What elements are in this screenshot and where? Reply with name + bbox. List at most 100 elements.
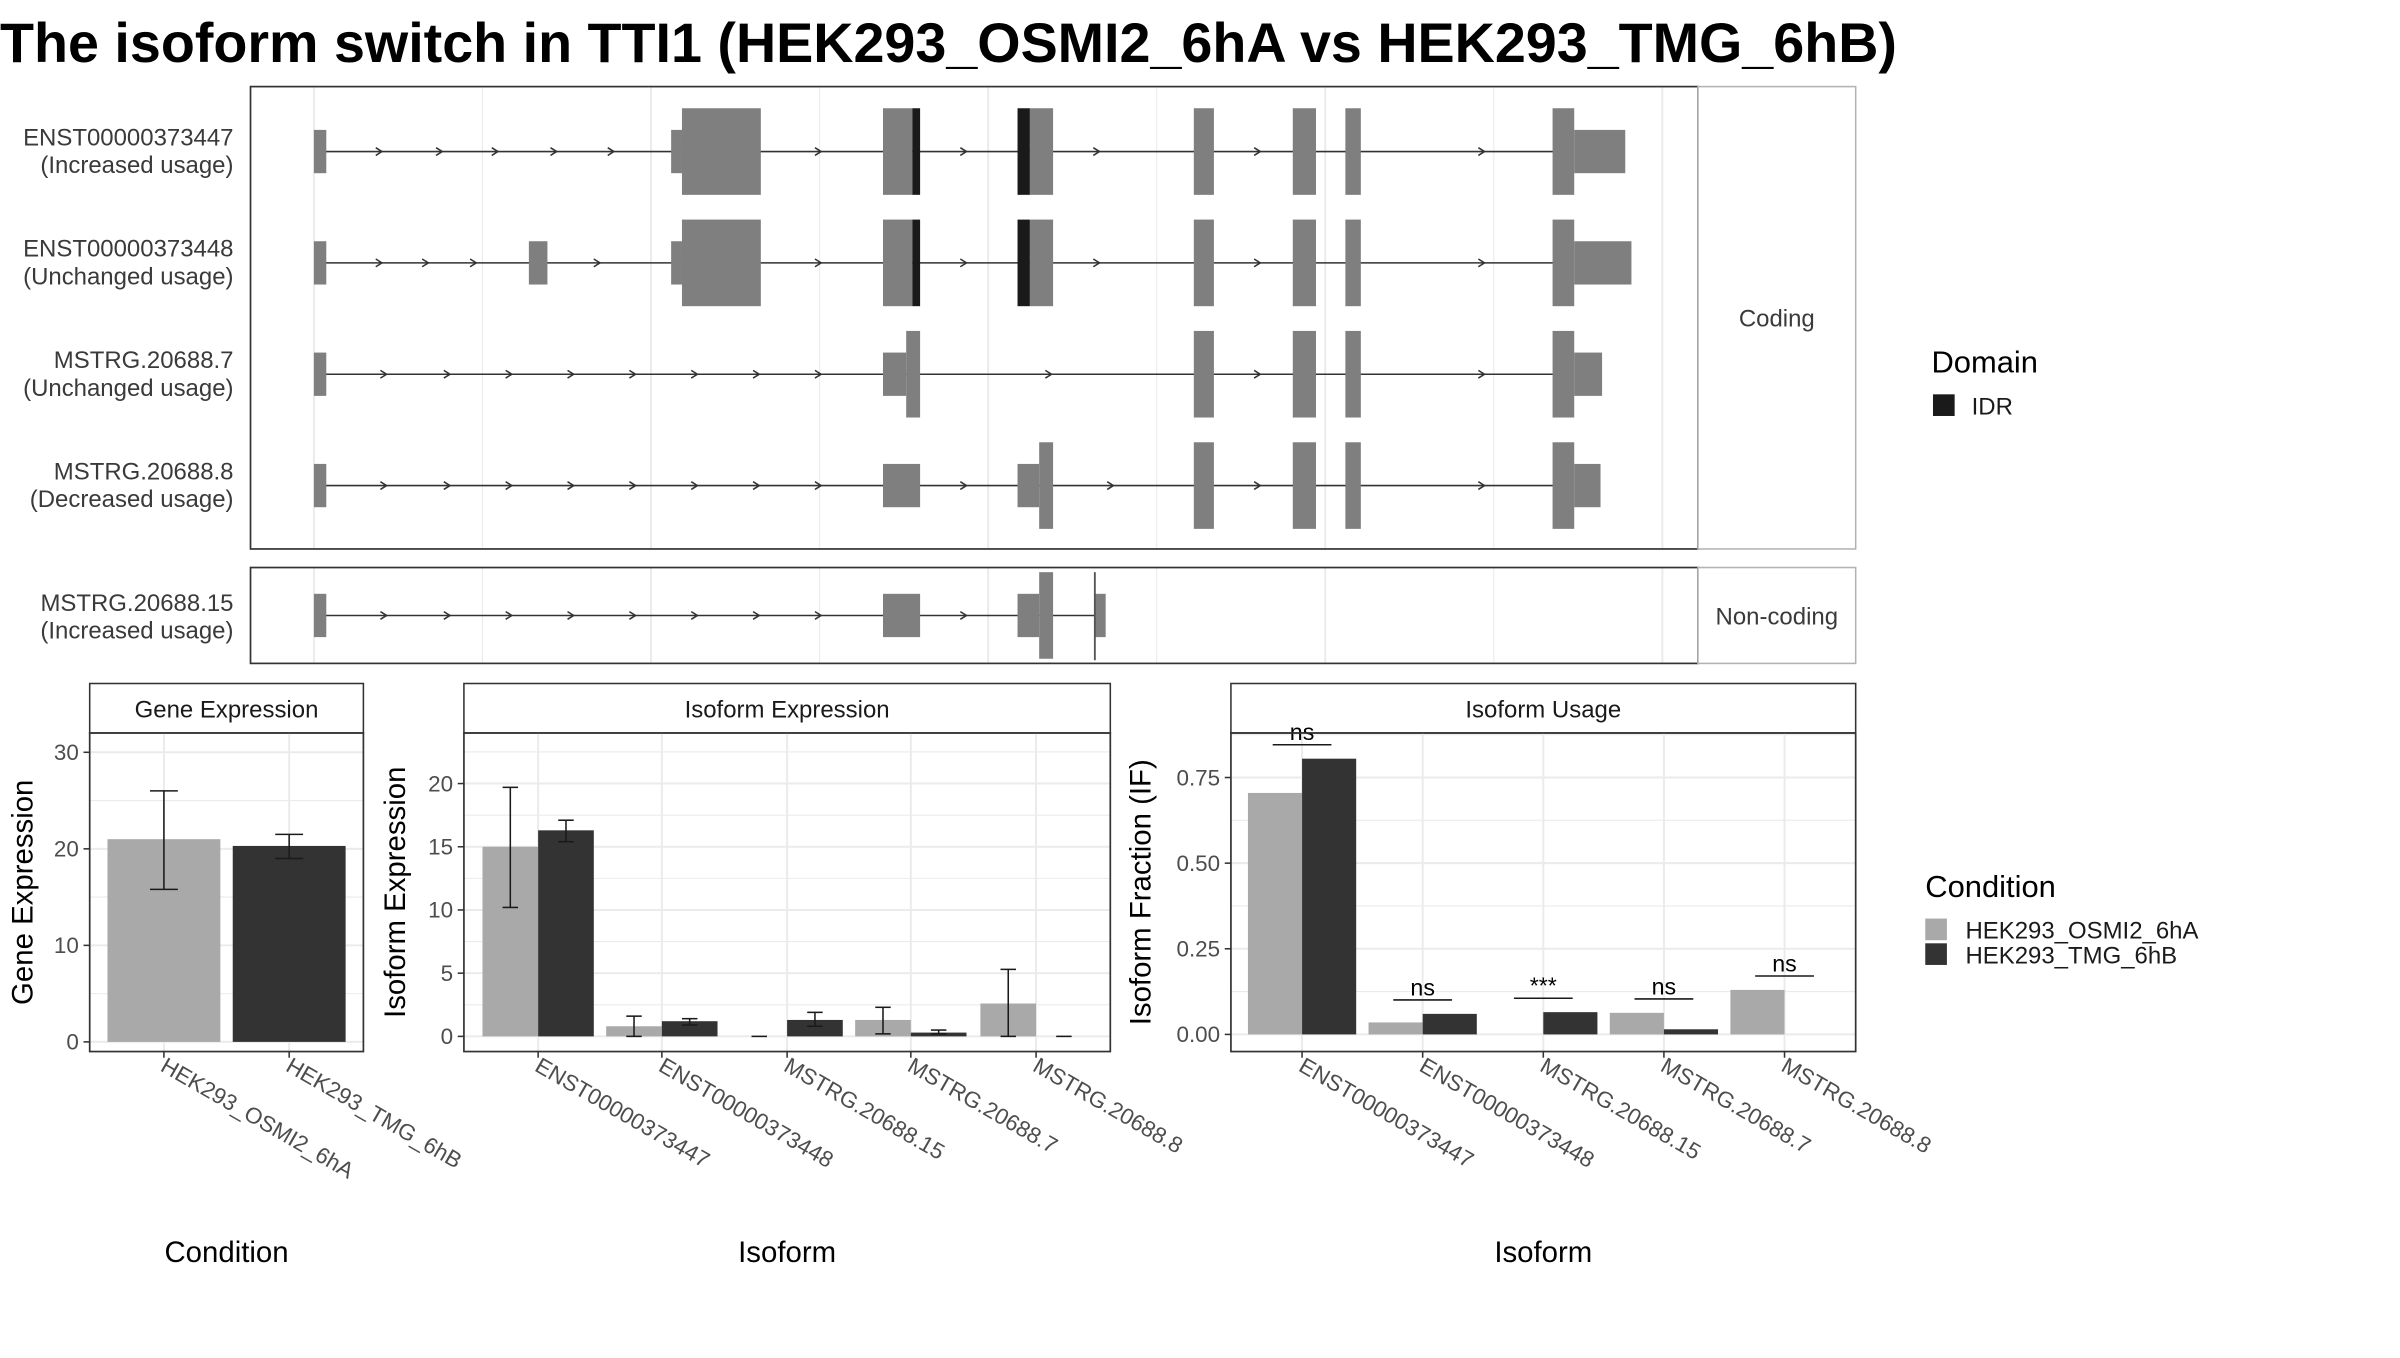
intron-arrow [628,610,638,620]
isoform-usage-strip [1230,682,1857,734]
intron-arrow [1044,369,1054,379]
exon-block [681,219,761,307]
transcript-label-id: MSTRG.20688.8 [54,458,234,485]
y-tick-label: 0 [66,1030,78,1055]
intron-arrow [505,610,514,620]
exon-block [681,108,761,195]
domain-legend-key-idr [1932,394,1955,416]
isoform-usage-bars [1247,758,1785,1035]
intron-arrow [421,258,430,268]
intron-arrow [491,147,500,157]
intron-arrow [443,610,452,620]
intron-arrow [469,258,478,268]
exon-block [313,241,327,285]
bar [1730,989,1785,1035]
exon-block [1345,442,1361,529]
intron-arrow [380,369,389,379]
isoform-expression-bars [482,830,1037,1037]
intron-arrow [550,147,559,157]
y-tick-label: 20 [54,837,79,862]
gene-expression-title: Gene Expression [135,697,319,724]
intron-arrow [628,481,638,491]
exon-block [1017,593,1040,638]
exon-block [1193,442,1214,529]
gene-expression-errorbars [150,790,304,891]
domain-legend-title: Domain [1931,345,2038,380]
exon-block [1552,108,1575,195]
bar [1422,1013,1477,1035]
intron-arrow [1477,258,1486,268]
exon-block [1017,463,1040,508]
intron-arrow [814,258,823,268]
structure-panel-noncoding: Non-coding [249,566,1857,665]
significance-label: ns [1772,950,1797,976]
bar [787,1019,843,1037]
intron-arrow [1092,147,1101,157]
exon-block [1292,108,1316,195]
facet-strip-coding [1697,85,1857,550]
bar [1663,1029,1719,1035]
intron-arrow [814,147,823,157]
transcript-label-id: ENST00000373447 [23,124,233,151]
exon-block [1574,352,1603,396]
significance-label: *** [1530,973,1557,999]
significance-label: ns [1410,974,1435,1000]
exon-block [1574,463,1601,508]
exon-block [1345,330,1361,418]
intron-arrow [1477,147,1486,157]
exon-block [1552,219,1575,307]
exon-block [313,352,327,396]
intron-arrow [1253,369,1262,379]
exon-block [1193,219,1214,307]
intron-arrow [1253,481,1262,491]
intron-arrow [690,369,699,379]
intron-arrow [628,369,638,379]
exon-block [313,463,327,508]
intron-arrow [607,147,616,157]
domain-legend: Domain IDR [1931,345,2038,421]
intron-arrow [752,481,761,491]
intron-arrow [505,481,514,491]
exon-block [906,330,921,418]
exon-block [882,593,921,638]
bar [1302,758,1357,1035]
exon-block [1345,219,1361,307]
isoform-expression-panel: Isoform Expression 0 5 10 15 20 ENST00000373… [379,682,1187,1269]
intron-arrow [959,481,968,491]
condition-legend-label: HEK293_TMG_6hB [1965,942,2177,969]
isoform-usage-x-ticks: ENST00000373447ENST00000373448MSTRG.2068… [1295,1051,1935,1173]
transcript-label-usage: (Increased usage) [40,618,233,645]
gene-expression-y-title: Gene Expression [6,780,39,1005]
y-tick-label: 15 [428,834,453,859]
intron-arrow [593,258,602,268]
condition-legend-label: HEK293_OSMI2_6hA [1965,918,2198,945]
intron-arrow [505,369,514,379]
exon-block [1094,593,1106,638]
exon-block [313,129,327,174]
intron-arrow [375,147,384,157]
intron-arrow [814,369,823,379]
y-tick-label: 0.00 [1176,1022,1220,1047]
bar [1368,1022,1423,1035]
exon-block [1039,572,1054,659]
exon-block [882,219,913,307]
idr-domain-block [1017,108,1030,195]
isoform-usage-title: Isoform Usage [1465,697,1621,724]
gene-expression-y-ticks: 0 10 20 30 [54,740,90,1055]
transcript-tracks-noncoding [313,572,1106,661]
exon-block [1552,442,1575,529]
exon-block [1193,108,1214,195]
transcript-labels: ENST00000373447 (Increased usage) ENST00… [23,124,233,644]
y-tick-label: 30 [54,740,79,765]
intron-arrow [814,610,823,620]
isoform-usage-y-title: Isoform Fraction (IF) [1125,759,1158,1025]
transcript-label-id: MSTRG.20688.7 [54,347,234,374]
transcript-label-usage: (Decreased usage) [30,486,234,513]
significance-label: ns [1290,719,1315,745]
isoform-expression-x-title: Isoform [738,1236,836,1269]
intron-arrow [1477,481,1486,491]
intron-arrow [690,610,699,620]
y-tick-label: 5 [441,961,453,986]
